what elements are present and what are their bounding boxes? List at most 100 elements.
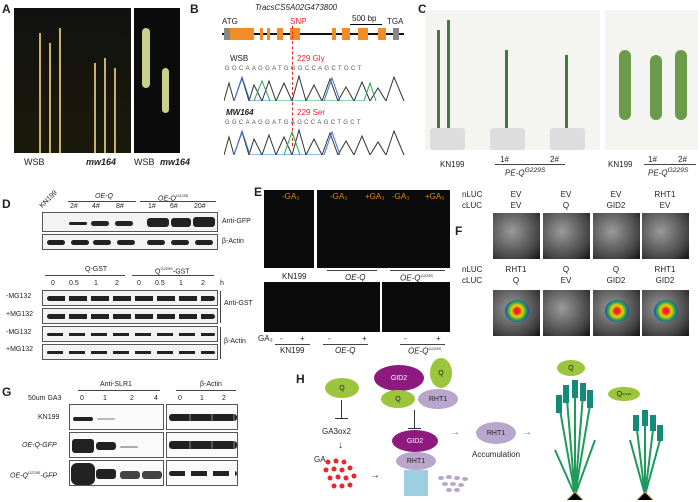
wt-name: WSB bbox=[230, 54, 249, 63]
d-lane: 6# bbox=[170, 203, 178, 210]
degraded-rht1 bbox=[438, 475, 468, 492]
d-row: -MG132 bbox=[6, 293, 32, 300]
e-label-oeq-mut: OE-QG229S bbox=[400, 273, 433, 283]
d-lane: 1# bbox=[148, 203, 156, 210]
plant-illustrations bbox=[554, 380, 663, 501]
ga-label: GA bbox=[314, 455, 326, 464]
luc-signal bbox=[654, 300, 678, 322]
f-cluc-label: cLUC bbox=[462, 276, 483, 285]
e-ga-3: -GA₃ bbox=[392, 192, 410, 201]
e-label-kn199: KN199 bbox=[282, 272, 307, 281]
e-bottom-kn199: KN199 bbox=[280, 346, 305, 355]
g-time: 4 bbox=[154, 395, 158, 402]
d-kn199: KN199 bbox=[38, 189, 59, 210]
q-right: Q bbox=[430, 358, 452, 388]
d-time: 0.5 bbox=[155, 280, 165, 287]
photo-e-spikes bbox=[264, 282, 380, 332]
f-cluc-label: cLUC bbox=[462, 201, 483, 210]
e-sign: + bbox=[436, 334, 441, 343]
c-label-1: 1# bbox=[500, 155, 509, 164]
label-wsb: WSB bbox=[24, 157, 45, 167]
g-anti-slr1: Anti-SLR1 bbox=[100, 381, 132, 388]
luc-image bbox=[543, 290, 590, 336]
rht1-accumulated: RHT1 bbox=[476, 422, 516, 444]
d-time: 0 bbox=[137, 280, 141, 287]
g-time: 1 bbox=[103, 395, 107, 402]
d-oeq-mut-name: OE-Q bbox=[158, 195, 176, 203]
luc-image bbox=[593, 213, 640, 259]
gid1-receptor bbox=[404, 470, 428, 496]
d-time: 2 bbox=[115, 280, 119, 287]
f-cluc-value: Q bbox=[512, 276, 520, 285]
g-actin: β-Actin bbox=[200, 381, 222, 388]
f-nluc-value: Q bbox=[562, 265, 570, 274]
e-oeq-mut-name: OE-Q bbox=[400, 273, 421, 283]
f-nluc-value: RHT1 bbox=[654, 190, 676, 199]
d-anti-gfp: Anti-GFP bbox=[222, 218, 251, 225]
d-oeq-mut: OE-QG229S bbox=[158, 193, 188, 202]
d-unit: h bbox=[220, 280, 224, 287]
mut-sequence: GGCAAGGATGAGCCAGCTGCT bbox=[225, 120, 363, 126]
luc-image bbox=[493, 290, 540, 336]
blot-slr1-kn199 bbox=[69, 404, 164, 430]
f-nluc-label: nLUC bbox=[462, 190, 483, 199]
q-plant: Q bbox=[557, 360, 585, 376]
panel-label-a: A bbox=[2, 2, 11, 16]
d-lane: 4# bbox=[92, 203, 100, 210]
e-sign: + bbox=[300, 334, 305, 343]
d-lane: 2# bbox=[70, 203, 78, 210]
d-row: +MG132 bbox=[6, 346, 34, 353]
c-group-sup-2: G229S bbox=[667, 167, 689, 174]
blot-gst-plus bbox=[42, 308, 218, 324]
g-time: 0 bbox=[178, 395, 182, 402]
c-label-2: 2# bbox=[550, 155, 559, 164]
g-treatment: 50um GA3 bbox=[28, 395, 62, 402]
wt-aa: 229 Gly bbox=[297, 54, 325, 63]
accumulation-label: Accumulation bbox=[472, 450, 521, 459]
blot-anti-gfp bbox=[42, 212, 218, 232]
f-cluc-value: GID2 bbox=[606, 276, 626, 285]
e-bottom-sup: G229S bbox=[428, 346, 441, 351]
panel-label-c: C bbox=[418, 2, 427, 16]
panel-label-d: D bbox=[2, 197, 11, 211]
e-sign: - bbox=[404, 334, 407, 343]
d-qmut-name: Q bbox=[155, 268, 161, 276]
start-codon: ATG bbox=[222, 17, 238, 26]
gid2-complex: GID2 bbox=[392, 430, 438, 452]
e-sign: + bbox=[362, 334, 367, 343]
rht1-complex: RHT1 bbox=[396, 452, 436, 470]
label-wsb-2: WSB bbox=[134, 157, 155, 167]
f-cluc-value: EV bbox=[659, 201, 671, 210]
arrow-right: → bbox=[370, 470, 380, 481]
g-row-sup: G229S bbox=[27, 470, 41, 475]
c-group-sup: G229S bbox=[524, 167, 546, 174]
d-lane: 20# bbox=[194, 203, 206, 210]
blot-actin-oeq bbox=[166, 432, 238, 458]
photo-a-whole-plants bbox=[14, 8, 131, 153]
f-nluc-value: EV bbox=[510, 190, 522, 199]
g-row-kn199: KN199 bbox=[38, 414, 60, 421]
c-group: PE-QG229S bbox=[505, 167, 545, 178]
qmut-sup: G229S bbox=[622, 392, 632, 396]
photo-a-spikes bbox=[134, 8, 180, 153]
e-bottom-oeq: OE-Q bbox=[335, 346, 356, 355]
panel-label-g: G bbox=[2, 385, 12, 399]
arrow-accum: → bbox=[450, 427, 460, 438]
d-qmut-sup: G229S bbox=[160, 266, 173, 271]
luc-image bbox=[593, 290, 640, 336]
d-time: 1 bbox=[179, 280, 183, 287]
photo-c-plants bbox=[425, 10, 600, 150]
g-time: 0 bbox=[80, 395, 84, 402]
q-bound: Q bbox=[381, 390, 415, 408]
d-lane: 8# bbox=[116, 203, 124, 210]
c-group-name: PE-Q bbox=[505, 168, 525, 178]
luc-image bbox=[642, 213, 689, 259]
e-ga-2: +GA₃ bbox=[365, 192, 385, 201]
d-time: 0 bbox=[51, 280, 55, 287]
blot-actin-oeq-mut bbox=[166, 460, 238, 486]
snp-label: SNP bbox=[290, 17, 307, 26]
g-row-oeq: OE-Q-GFP bbox=[22, 442, 57, 449]
luc-image bbox=[642, 290, 689, 336]
e-label-oeq: OE-Q bbox=[345, 273, 366, 282]
luc-signal bbox=[505, 300, 529, 322]
